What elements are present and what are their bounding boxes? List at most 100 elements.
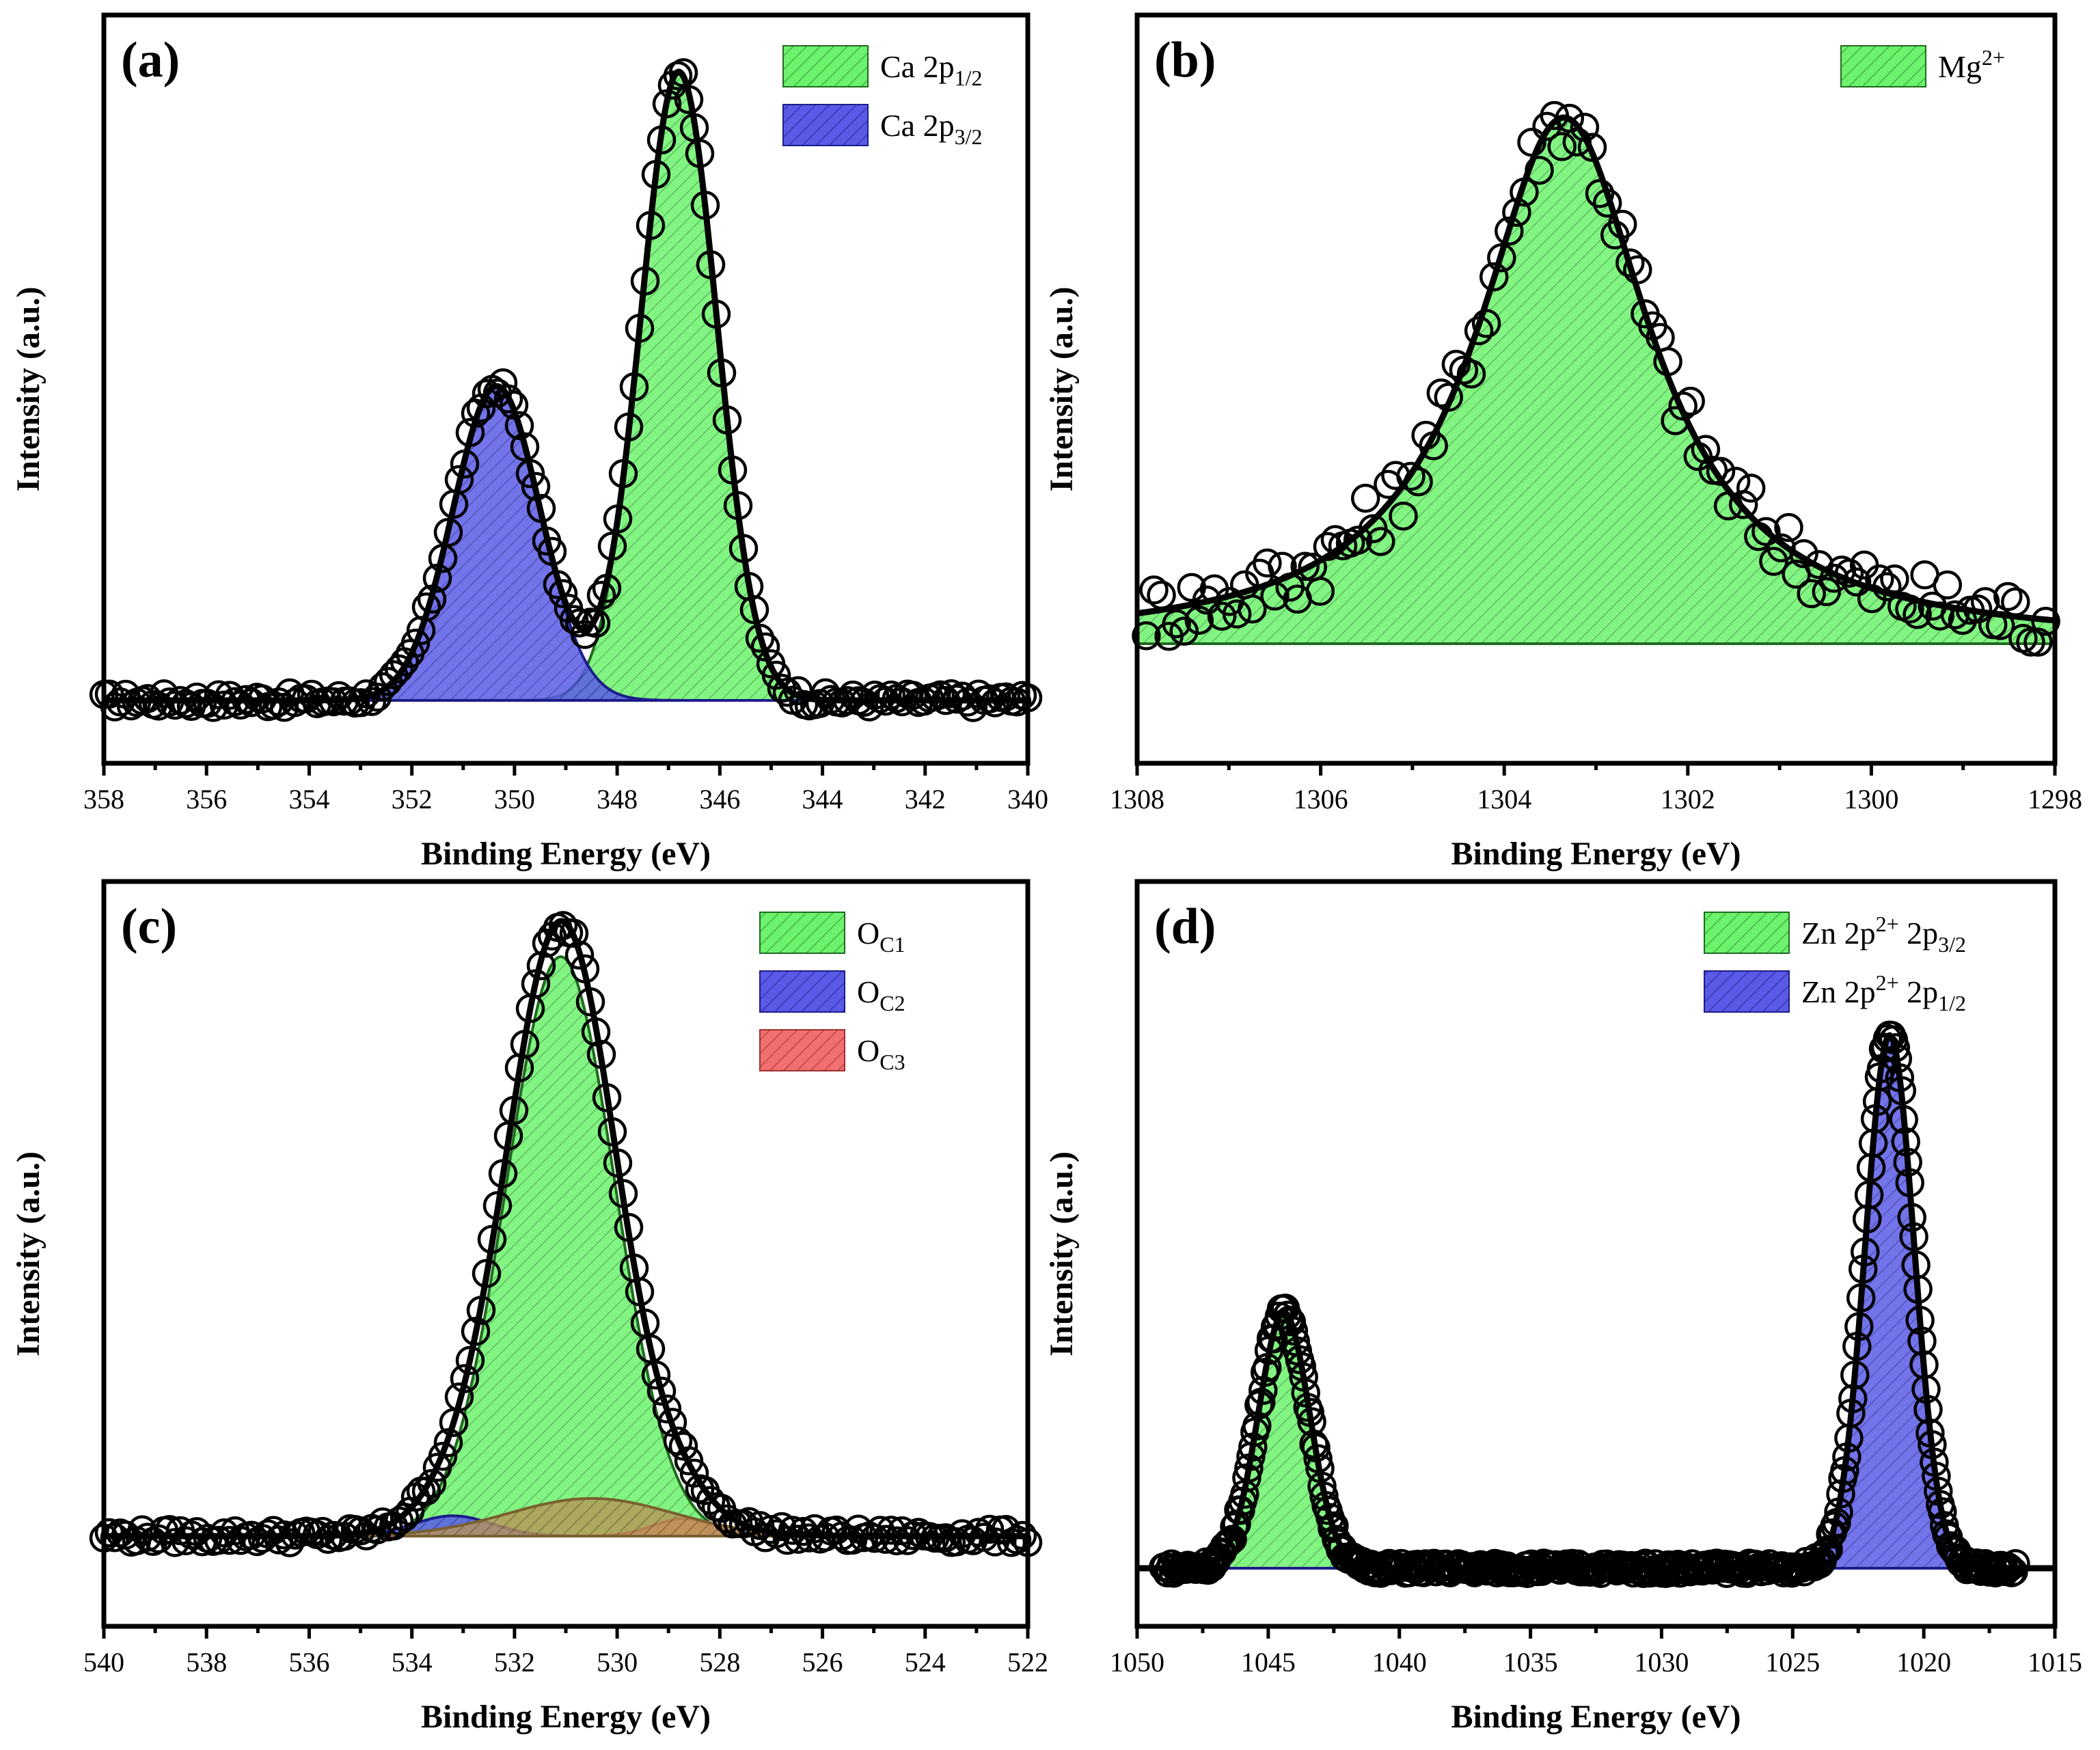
data-point — [564, 940, 595, 970]
data-point — [974, 1514, 1005, 1544]
data-point — [1810, 1538, 1839, 1568]
data-point — [1220, 1512, 1249, 1542]
x-tick-label: 1304 — [1477, 784, 1531, 815]
data-point — [400, 629, 431, 658]
x-tick-label: 1015 — [2028, 1647, 2082, 1678]
data-point — [472, 379, 502, 409]
data-point — [1993, 582, 2023, 612]
data-point — [646, 1376, 677, 1406]
data-point — [1350, 483, 1380, 513]
component-peak-c-0 — [104, 955, 1028, 1537]
data-point — [1495, 216, 1524, 246]
y-axis-label: Intensity (a.u.) — [10, 1151, 46, 1356]
panel-label: (d) — [1154, 899, 1216, 955]
legend-label: Mg2+ — [1938, 45, 2005, 84]
data-point — [1547, 132, 1577, 161]
component-peak-a-1 — [104, 385, 1028, 702]
data-point — [428, 1441, 458, 1471]
data-point — [1222, 599, 1252, 629]
data-point — [2023, 627, 2053, 657]
legend-swatch — [1704, 970, 1790, 1013]
fit-envelope-line — [103, 918, 1029, 1540]
x-axis-label: Binding Energy (eV) — [421, 1699, 711, 1735]
x-tick-label: 528 — [699, 1647, 740, 1678]
x-axis-label: Binding Energy (eV) — [421, 836, 711, 872]
fit-envelope-line — [103, 68, 1029, 704]
x-tick-label: 1030 — [1634, 1647, 1689, 1678]
x-tick-label: 526 — [802, 1647, 843, 1678]
x-tick-label: 1040 — [1372, 1647, 1427, 1678]
data-point — [357, 687, 387, 716]
legend-swatch — [782, 104, 869, 146]
data-point — [559, 918, 589, 948]
x-tick-label: 352 — [392, 784, 433, 815]
data-point — [1238, 594, 1267, 624]
x-tick-label: 354 — [288, 784, 329, 815]
panel-label: (a) — [121, 32, 180, 88]
x-tick-label: 346 — [699, 784, 740, 815]
data-point — [1253, 548, 1282, 578]
legend-swatch — [759, 970, 845, 1013]
fit-envelope-line — [1136, 114, 2056, 624]
data-point — [652, 1394, 682, 1424]
x-tick-label: 538 — [186, 1647, 227, 1678]
x-axis-label: Binding Energy (eV) — [1451, 836, 1741, 872]
x-tick-label: 356 — [186, 784, 227, 815]
panel-d: 1050 1045 1040 1035 1030 1025 1020 1015 Binding … — [1044, 879, 2082, 1735]
y-axis-label: Intensity (a.u.) — [1044, 286, 1080, 491]
data-point — [1279, 1316, 1309, 1346]
panel-c: 540 538 536 534 532 530 528 526 524 522 Binding En… — [10, 879, 1048, 1735]
data-point — [964, 1518, 994, 1547]
legend-label: Zn 2p2+ 2p3/2 — [1801, 912, 1966, 957]
data-point — [668, 58, 698, 87]
x-tick-label: 522 — [1007, 1647, 1048, 1678]
data-point — [1184, 605, 1214, 635]
data-point — [1736, 474, 1766, 503]
legend-label: OC3 — [857, 1033, 905, 1074]
data-point — [204, 1525, 234, 1555]
y-axis-label: Intensity (a.u.) — [10, 286, 46, 491]
data-point — [1842, 567, 1872, 597]
data-point — [1139, 575, 1169, 605]
data-point — [1880, 564, 1909, 594]
x-tick-label: 1020 — [1896, 1647, 1951, 1678]
data-point — [1933, 570, 1963, 600]
x-tick-label: 1298 — [2028, 784, 2082, 815]
data-point — [209, 1518, 239, 1548]
legend-label: Ca 2p3/2 — [880, 108, 983, 149]
x-tick-label: 1308 — [1110, 784, 1164, 815]
panel-b: 1308 1306 1304 1302 1300 1298 Binding Energy (… — [1044, 12, 2082, 872]
data-point — [510, 432, 540, 462]
x-tick-label: 1306 — [1294, 784, 1348, 815]
x-axis-label: Binding Energy (eV) — [1451, 1699, 1741, 1735]
x-tick-label: 1050 — [1110, 1647, 1164, 1678]
panel-label: (b) — [1154, 32, 1216, 88]
legend-label: OC1 — [857, 916, 905, 957]
x-tick-label: 1035 — [1503, 1647, 1558, 1678]
data-point — [1812, 1536, 1841, 1566]
data-point — [1767, 533, 1796, 563]
data-point — [548, 579, 578, 609]
panel-label: (c) — [121, 899, 177, 955]
data-point — [821, 1515, 851, 1545]
data-point — [493, 384, 523, 414]
data-point — [663, 61, 693, 91]
x-tick-label: 1300 — [1844, 784, 1898, 815]
data-point — [1305, 577, 1335, 606]
x-tick-label: 342 — [905, 784, 946, 815]
data-point — [2001, 1548, 2030, 1578]
data-point — [1751, 517, 1781, 547]
x-tick-label: 536 — [288, 1647, 329, 1678]
data-point — [2001, 587, 2030, 617]
legend-label: OC2 — [857, 974, 905, 1015]
x-tick-label: 524 — [905, 1647, 946, 1678]
data-point — [1479, 262, 1509, 292]
legend-swatch — [782, 45, 869, 87]
data-point — [1366, 527, 1395, 556]
fit-envelope-line — [1136, 1032, 2056, 1572]
data-point — [1132, 621, 1161, 651]
data-point — [1691, 435, 1721, 464]
legend-label: Zn 2p2+ 2p1/2 — [1801, 970, 1966, 1015]
legend-label: Ca 2p1/2 — [880, 49, 983, 90]
data-point — [1728, 490, 1758, 519]
